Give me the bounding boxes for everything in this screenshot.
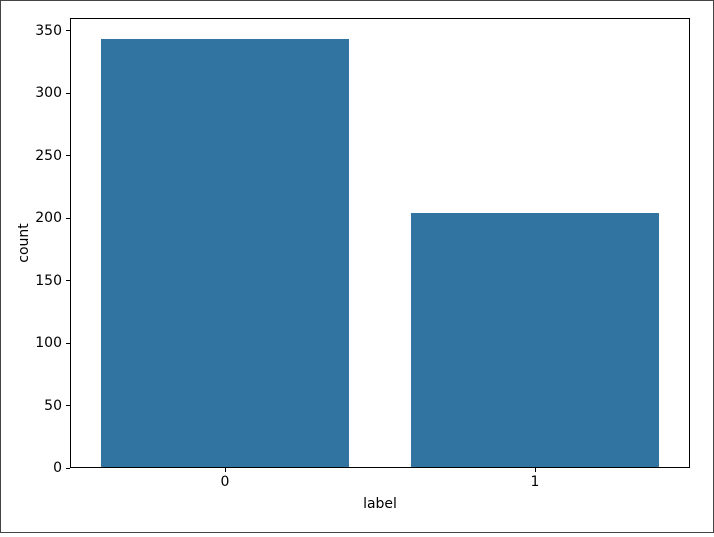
bar-0 — [101, 39, 349, 468]
spine-top — [70, 18, 690, 19]
spine-bottom — [70, 467, 690, 468]
ytick-mark — [66, 343, 70, 344]
spine-right — [689, 18, 690, 468]
ytick-mark — [66, 280, 70, 281]
figure: label count 0 50 100 150 200 250 300 350 0 1 — [0, 0, 714, 537]
ytick-mark — [66, 93, 70, 94]
ytick-label: 200 — [35, 210, 62, 226]
ytick-mark — [66, 468, 70, 469]
xtick-label: 1 — [531, 474, 540, 490]
ytick-label: 350 — [35, 23, 62, 39]
ytick-label: 300 — [35, 85, 62, 101]
xtick-label: 0 — [221, 474, 230, 490]
x-axis-label: label — [363, 496, 397, 512]
ytick-label: 100 — [35, 335, 62, 351]
ytick-mark — [66, 155, 70, 156]
bar-1 — [411, 213, 659, 468]
ytick-mark — [66, 405, 70, 406]
ytick-label: 250 — [35, 148, 62, 164]
ytick-label: 0 — [53, 460, 62, 476]
xtick-mark — [225, 468, 226, 472]
plot-area — [70, 18, 690, 468]
spine-left — [70, 18, 71, 468]
ytick-mark — [66, 218, 70, 219]
y-axis-label: count — [16, 223, 32, 263]
xtick-mark — [535, 468, 536, 472]
ytick-label: 50 — [44, 398, 62, 414]
ytick-mark — [66, 30, 70, 31]
ytick-label: 150 — [35, 273, 62, 289]
